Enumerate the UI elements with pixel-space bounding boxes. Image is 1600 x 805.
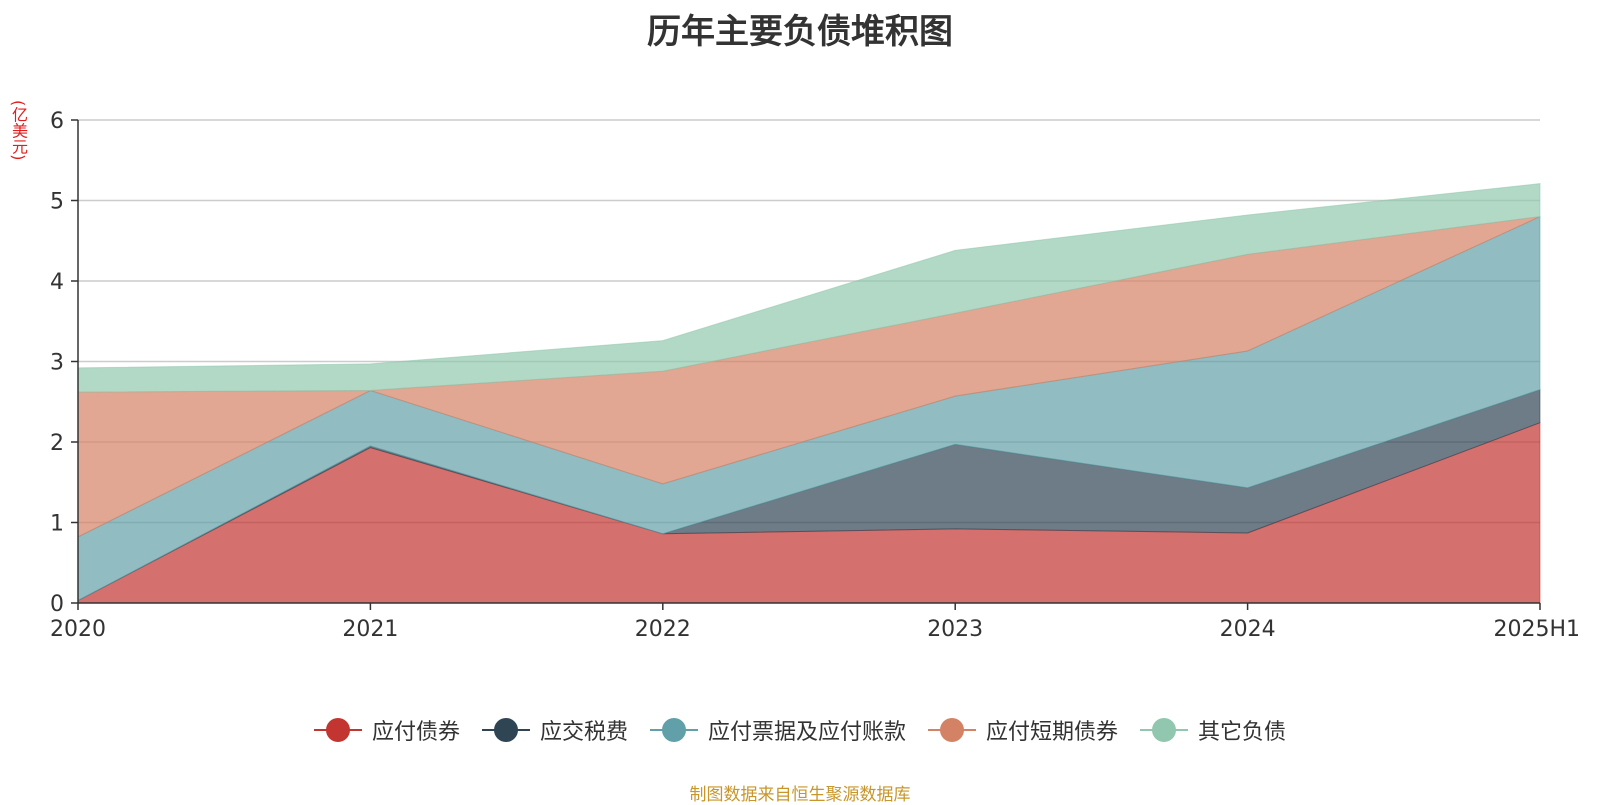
y-tick-label: 0 (50, 592, 64, 617)
area-layers (77, 183, 1541, 604)
legend-item[interactable]: 应付债券 (313, 714, 460, 746)
legend-label: 其它负债 (1198, 720, 1287, 745)
y-tick-label: 1 (50, 512, 64, 537)
chart-title: 历年主要负债堆积图 (647, 12, 953, 52)
legend-item[interactable]: 应付票据及应付账款 (649, 714, 906, 746)
y-tick-label: 6 (50, 109, 64, 134)
y-axis-unit: (亿美元) (9, 100, 28, 161)
legend-item[interactable]: 应付短期债券 (928, 714, 1118, 746)
data-source-footer: 制图数据来自恒生聚源数据库 (689, 785, 911, 805)
legend-label: 应付票据及应付账款 (707, 720, 906, 745)
x-tick-label: 2024 (1220, 617, 1276, 642)
y-tick-label: 3 (50, 351, 64, 376)
legend: 应付债券 应交税费 应付票据及应付账款 应付短期债券 其它负债 (0, 714, 1600, 746)
area-其它负债[interactable] (77, 183, 1541, 393)
legend-marker-icon (313, 718, 362, 742)
x-tick-label: 2020 (50, 617, 106, 642)
legend-label: 应付短期债券 (986, 720, 1119, 745)
x-tick-label: 2021 (342, 617, 398, 642)
legend-label: 应付债券 (371, 720, 460, 745)
legend-marker-icon (481, 718, 530, 742)
legend-marker-icon (1140, 718, 1189, 742)
x-tick-label: 2025H1 (1493, 617, 1580, 642)
y-tick-label: 2 (50, 431, 64, 456)
legend-marker-icon (649, 718, 698, 742)
y-tick-label: 4 (50, 270, 64, 295)
legend-item[interactable]: 其它负债 (1140, 714, 1286, 746)
legend-item[interactable]: 应交税费 (481, 714, 628, 746)
axes: 0 1 2 3 4 5 6 2020 2021 2022 2023 2024 2025H1 (50, 109, 1580, 642)
legend-marker-icon (928, 718, 976, 742)
legend-label: 应交税费 (539, 720, 628, 745)
x-tick-label: 2022 (635, 617, 691, 642)
x-tick-label: 2023 (927, 617, 983, 642)
y-tick-label: 5 (50, 190, 64, 215)
